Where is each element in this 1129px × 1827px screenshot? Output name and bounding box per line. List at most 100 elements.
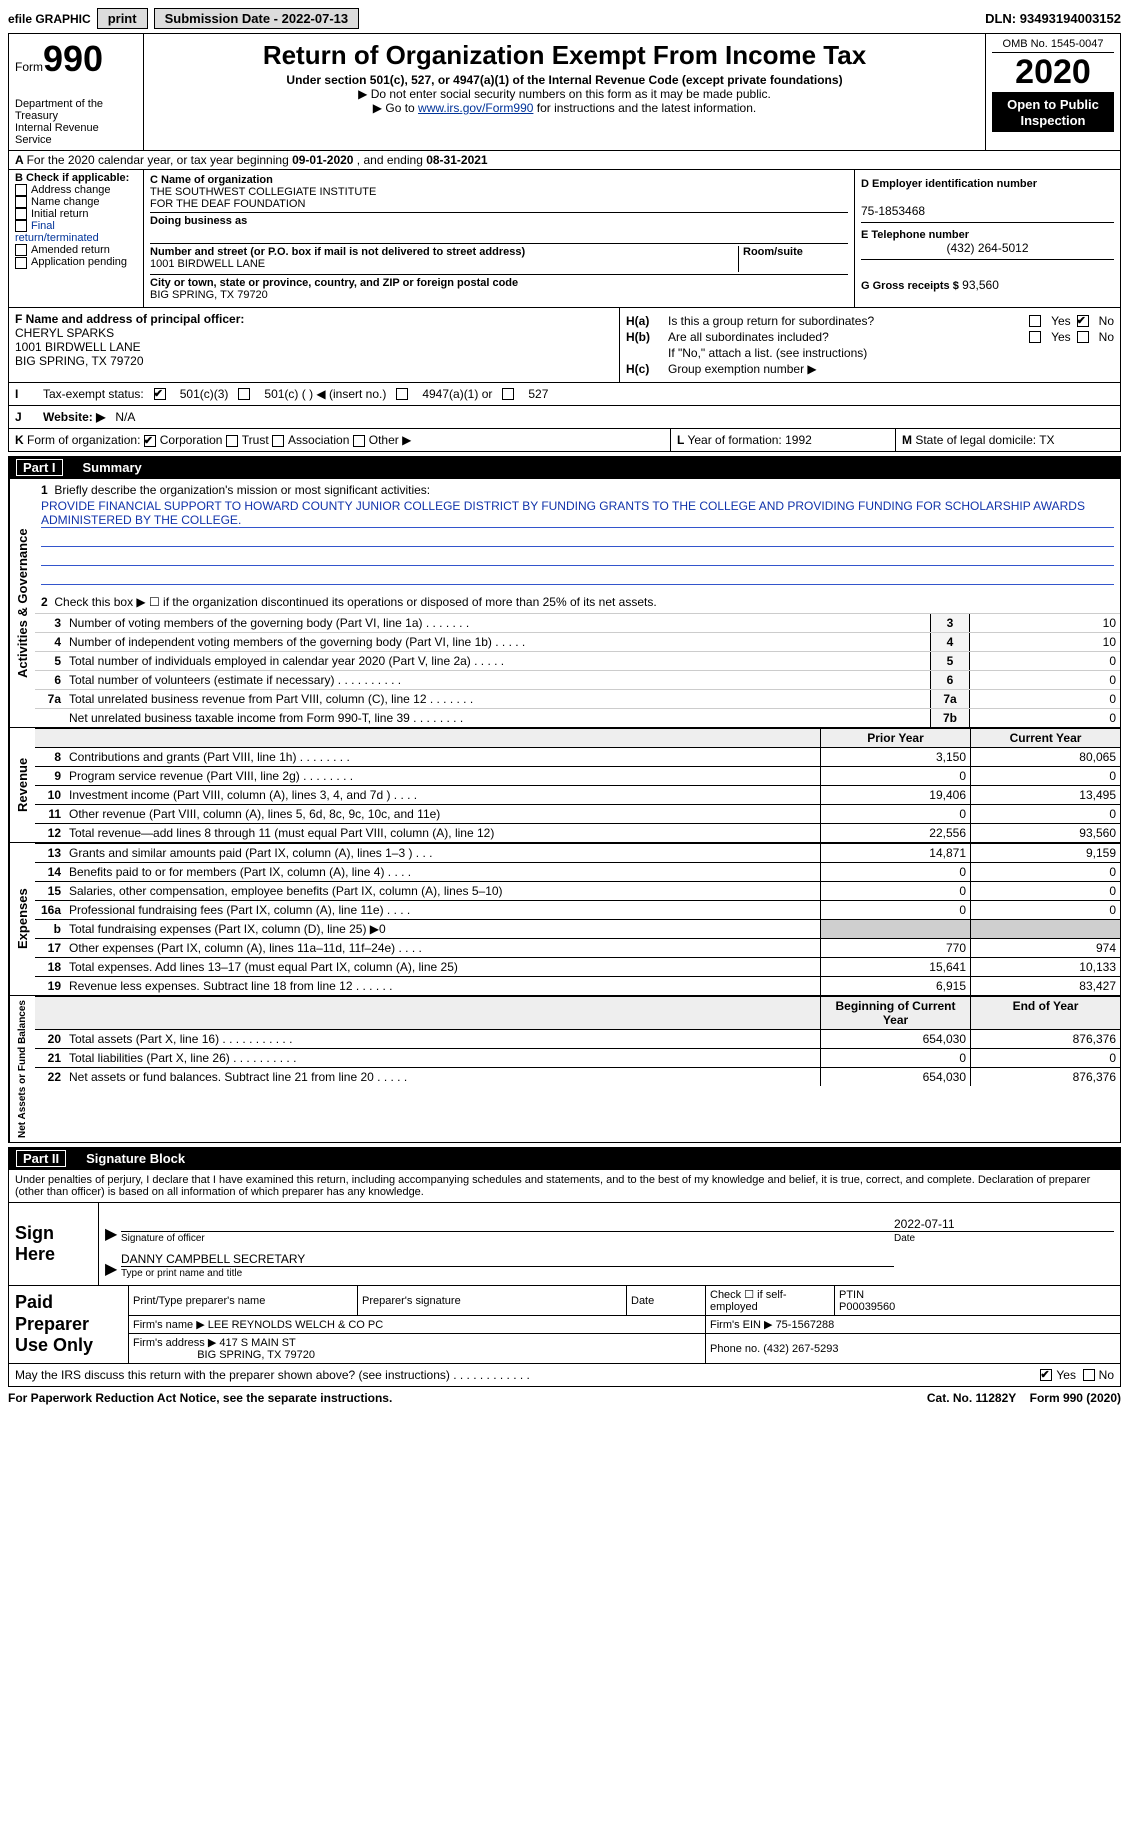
firm-ein: 75-1567288 xyxy=(776,1319,835,1331)
row-i: I Tax-exempt status: 501(c)(3) 501(c) ( … xyxy=(9,383,1120,406)
ptin: P00039560 xyxy=(839,1301,895,1313)
chk-trust[interactable] xyxy=(226,435,238,447)
dept-treasury: Department of the Treasury xyxy=(15,98,103,122)
mission-text: PROVIDE FINANCIAL SUPPORT TO HOWARD COUN… xyxy=(41,499,1114,528)
summary-line: 8Contributions and grants (Part VIII, li… xyxy=(35,747,1120,766)
summary-line: 13Grants and similar amounts paid (Part … xyxy=(35,843,1120,862)
box-h: H(a) Is this a group return for subordin… xyxy=(620,308,1120,382)
chk-association[interactable] xyxy=(272,435,284,447)
summary-line: 12Total revenue—add lines 8 through 11 (… xyxy=(35,823,1120,842)
chk-ha-yes[interactable] xyxy=(1029,315,1041,327)
chk-may-irs-yes[interactable] xyxy=(1040,1369,1052,1381)
governance-label: Activities & Governance xyxy=(9,479,35,727)
chk-may-irs-no[interactable] xyxy=(1083,1369,1095,1381)
summary-line: 21Total liabilities (Part X, line 26) . … xyxy=(35,1048,1120,1067)
year-box: OMB No. 1545-0047 2020 Open to Public In… xyxy=(985,34,1120,150)
summary-line: 20Total assets (Part X, line 16) . . . .… xyxy=(35,1029,1120,1048)
form-title: Return of Organization Exempt From Incom… xyxy=(150,40,979,71)
omb-number: OMB No. 1545-0047 xyxy=(992,38,1114,53)
form-subtitle: Under section 501(c), 527, or 4947(a)(1)… xyxy=(150,73,979,87)
efile-label: efile GRAPHIC xyxy=(8,12,91,26)
part-2-header: Part II Signature Block xyxy=(8,1147,1121,1170)
summary-line: 14Benefits paid to or for members (Part … xyxy=(35,862,1120,881)
tax-year: 2020 xyxy=(992,53,1114,93)
summary-line: 3Number of voting members of the governi… xyxy=(35,613,1120,632)
summary-line: 7aTotal unrelated business revenue from … xyxy=(35,689,1120,708)
box-b: B Check if applicable: Address change Na… xyxy=(9,170,144,307)
chk-application-pending[interactable] xyxy=(15,257,27,269)
paid-preparer-block: Paid Preparer Use Only Print/Type prepar… xyxy=(8,1286,1121,1364)
topbar: efile GRAPHIC print Submission Date - 20… xyxy=(8,8,1121,29)
row-m: M State of legal domicile: TX xyxy=(895,429,1120,451)
row-a-tax-year: A For the 2020 calendar year, or tax yea… xyxy=(8,151,1121,170)
summary-line: 17Other expenses (Part IX, column (A), l… xyxy=(35,938,1120,957)
chk-501c3[interactable] xyxy=(154,388,166,400)
irs-label: Internal Revenue Service xyxy=(15,122,99,146)
form-note-1: ▶ Do not enter social security numbers o… xyxy=(150,87,979,101)
website: N/A xyxy=(115,410,135,424)
summary-line: 6Total number of volunteers (estimate if… xyxy=(35,670,1120,689)
chk-corporation[interactable] xyxy=(144,435,156,447)
box-d: D Employer identification number 75-1853… xyxy=(855,170,1120,307)
chk-other[interactable] xyxy=(353,435,365,447)
chk-ha-no[interactable] xyxy=(1077,315,1089,327)
box-f: F Name and address of principal officer:… xyxy=(9,308,620,382)
chk-501c[interactable] xyxy=(238,388,250,400)
chk-final-return[interactable] xyxy=(15,220,27,232)
chk-hb-no[interactable] xyxy=(1077,331,1089,343)
may-irs-row: May the IRS discuss this return with the… xyxy=(8,1364,1121,1387)
chk-initial-return[interactable] xyxy=(15,208,27,220)
summary-line: Net unrelated business taxable income fr… xyxy=(35,708,1120,727)
gross-receipts: 93,560 xyxy=(962,278,999,292)
chk-527[interactable] xyxy=(502,388,514,400)
year-hdr: Prior Year Current Year xyxy=(35,728,1120,747)
chk-amended-return[interactable] xyxy=(15,244,27,256)
org-name-2: FOR THE DEAF FOUNDATION xyxy=(150,198,305,210)
form-note-2: ▶ Go to www.irs.gov/Form990 for instruct… xyxy=(150,101,979,115)
summary-line: 4Number of independent voting members of… xyxy=(35,632,1120,651)
summary-line: 16aProfessional fundraising fees (Part I… xyxy=(35,900,1120,919)
row-j: J Website: ▶ N/A xyxy=(9,406,1120,428)
summary-line: 15Salaries, other compensation, employee… xyxy=(35,881,1120,900)
chk-name-change[interactable] xyxy=(15,196,27,208)
submission-date-box: Submission Date - 2022-07-13 xyxy=(154,8,360,29)
ij-grid: I Tax-exempt status: 501(c)(3) 501(c) ( … xyxy=(8,383,1121,429)
na-hdr: Beginning of Current Year End of Year xyxy=(35,996,1120,1029)
officer-name: CHERYL SPARKS xyxy=(15,326,114,340)
form990-link[interactable]: www.irs.gov/Form990 xyxy=(418,101,533,115)
firm-addr2: BIG SPRING, TX 79720 xyxy=(197,1349,315,1361)
print-button[interactable]: print xyxy=(97,8,148,29)
klm-grid: K Form of organization: Corporation Trus… xyxy=(8,429,1121,452)
form-title-box: Return of Organization Exempt From Incom… xyxy=(144,34,985,150)
row-k: K Form of organization: Corporation Trus… xyxy=(9,429,670,451)
summary-line: 22Net assets or fund balances. Subtract … xyxy=(35,1067,1120,1086)
part-1-header: Part I Summary xyxy=(8,456,1121,479)
officer-addr2: BIG SPRING, TX 79720 xyxy=(15,354,144,368)
footer-note: For Paperwork Reduction Act Notice, see … xyxy=(8,1387,1121,1409)
org-name-1: THE SOUTHWEST COLLEGIATE INSTITUTE xyxy=(150,186,376,198)
form-header: Form990 Department of the Treasury Inter… xyxy=(8,33,1121,151)
street-address: 1001 BIRDWELL LANE xyxy=(150,258,265,270)
ein: 75-1853468 xyxy=(861,204,925,218)
sign-here-block: Sign Here ▶ Signature of officer 2022-07… xyxy=(8,1203,1121,1286)
declaration-text: Under penalties of perjury, I declare th… xyxy=(8,1170,1121,1203)
firm-phone: (432) 267-5293 xyxy=(763,1343,838,1355)
officer-typed-name: DANNY CAMPBELL SECRETARY xyxy=(121,1252,894,1266)
summary-line: bTotal fundraising expenses (Part IX, co… xyxy=(35,919,1120,938)
chk-hb-yes[interactable] xyxy=(1029,331,1041,343)
summary-line: 5Total number of individuals employed in… xyxy=(35,651,1120,670)
chk-4947[interactable] xyxy=(396,388,408,400)
sig-officer-line: Signature of officer xyxy=(121,1231,894,1244)
summary-line: 10Investment income (Part VIII, column (… xyxy=(35,785,1120,804)
part-1-body: Activities & Governance 1 Briefly descri… xyxy=(8,479,1121,1143)
summary-line: 19Revenue less expenses. Subtract line 1… xyxy=(35,976,1120,995)
chk-address-change[interactable] xyxy=(15,184,27,196)
summary-line: 18Total expenses. Add lines 13–17 (must … xyxy=(35,957,1120,976)
expenses-label: Expenses xyxy=(9,843,35,995)
summary-line: 9Program service revenue (Part VIII, lin… xyxy=(35,766,1120,785)
row-l: L Year of formation: 1992 xyxy=(670,429,895,451)
preparer-table: Print/Type preparer's name Preparer's si… xyxy=(129,1286,1120,1363)
fh-grid: F Name and address of principal officer:… xyxy=(8,308,1121,383)
pointer-icon: ▶ xyxy=(105,1224,121,1244)
open-public-badge: Open to Public Inspection xyxy=(992,93,1114,132)
